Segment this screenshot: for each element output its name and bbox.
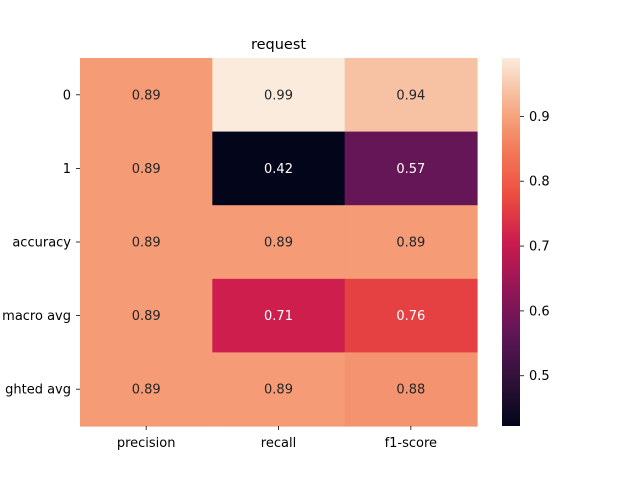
cell-value-label: 0.89	[396, 236, 425, 251]
y-tick-label: 0	[63, 88, 71, 103]
heatmap-cell	[80, 58, 213, 133]
cell-value-label: 0.94	[396, 88, 425, 103]
y-tick-label: macro avg	[2, 309, 71, 324]
colorbar-tick-label: 0.7	[529, 240, 550, 255]
heatmap-cell	[344, 352, 478, 427]
cell-value-label: 0.42	[264, 162, 293, 177]
heatmap-cell	[212, 352, 346, 427]
x-axis: precision recall f1-score	[117, 426, 437, 451]
colorbar-tick-label: 0.5	[529, 369, 550, 384]
cell-value-label: 0.57	[396, 162, 425, 177]
heatmap-cell	[344, 131, 478, 206]
cell-value-label: 0.89	[132, 88, 161, 103]
heatmap-cell	[212, 58, 346, 133]
cell-value-label: 0.89	[132, 236, 161, 251]
colorbar-gradient	[502, 58, 520, 426]
cell-value-label: 0.89	[264, 383, 293, 398]
chart-title: request	[251, 37, 306, 53]
heatmap-cells	[80, 58, 478, 427]
colorbar-tick-label: 0.8	[529, 175, 550, 190]
cell-value-label: 0.89	[264, 236, 293, 251]
heatmap-cell	[80, 278, 213, 353]
heatmap-cell	[344, 278, 478, 353]
heatmap-cell-labels: 0.89 0.99 0.94 0.89 0.42 0.57 0.89 0.89 0.89 0.89…	[132, 88, 426, 397]
heatmap-cell	[212, 131, 346, 206]
x-tick-label: f1-score	[385, 436, 437, 451]
cell-value-label: 0.89	[132, 162, 161, 177]
colorbar: 0.5 0.6 0.7 0.8 0.9	[502, 58, 550, 426]
heatmap-cell	[344, 205, 478, 280]
x-tick-label: precision	[117, 436, 176, 451]
heatmap-cell	[212, 205, 346, 280]
heatmap-cell	[80, 131, 213, 206]
y-tick-label: 1	[63, 162, 71, 177]
heatmap-cell	[344, 58, 478, 133]
colorbar-tick-label: 0.9	[529, 110, 550, 125]
heatmap-cell	[80, 205, 213, 280]
heatmap-cell	[212, 278, 346, 353]
colorbar-tick-label: 0.6	[529, 304, 550, 319]
y-tick-label: ghted avg	[5, 383, 71, 398]
y-tick-label: accuracy	[12, 236, 71, 251]
cell-value-label: 0.88	[396, 383, 425, 398]
x-tick-label: recall	[261, 436, 296, 451]
cell-value-label: 0.89	[132, 309, 161, 324]
heatmap-cell	[80, 352, 213, 427]
cell-value-label: 0.99	[264, 88, 293, 103]
cell-value-label: 0.76	[396, 309, 425, 324]
y-axis: 0 1 accuracy macro avg ghted avg	[2, 88, 80, 398]
cell-value-label: 0.71	[264, 309, 293, 324]
cell-value-label: 0.89	[132, 383, 161, 398]
